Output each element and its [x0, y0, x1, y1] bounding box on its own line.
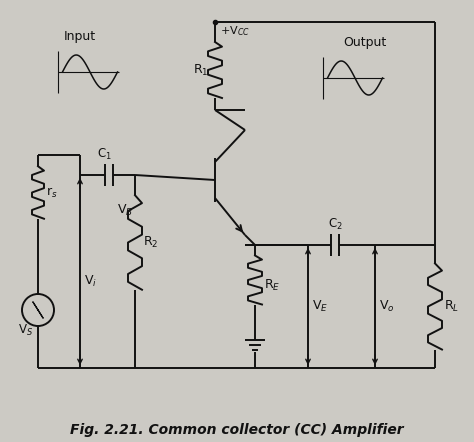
Text: R$_2$: R$_2$ [143, 235, 158, 250]
Text: V$_o$: V$_o$ [379, 299, 395, 314]
Text: V$_S$: V$_S$ [18, 323, 34, 338]
Text: r$_s$: r$_s$ [46, 186, 58, 199]
Text: V$_B$: V$_B$ [117, 202, 133, 217]
Text: R$_L$: R$_L$ [444, 299, 459, 314]
Text: V$_i$: V$_i$ [84, 274, 97, 289]
Text: C$_1$: C$_1$ [97, 147, 112, 162]
Text: R$_E$: R$_E$ [264, 278, 280, 293]
Text: Fig. 2.21. Common collector (CC) Amplifier: Fig. 2.21. Common collector (CC) Amplifi… [70, 423, 404, 437]
Text: Input: Input [64, 30, 96, 43]
Text: +V$_{CC}$: +V$_{CC}$ [220, 24, 250, 38]
Text: Output: Output [343, 36, 387, 49]
Text: R$_1$: R$_1$ [193, 62, 209, 77]
Text: V$_E$: V$_E$ [312, 299, 328, 314]
Text: C$_2$: C$_2$ [328, 217, 342, 232]
